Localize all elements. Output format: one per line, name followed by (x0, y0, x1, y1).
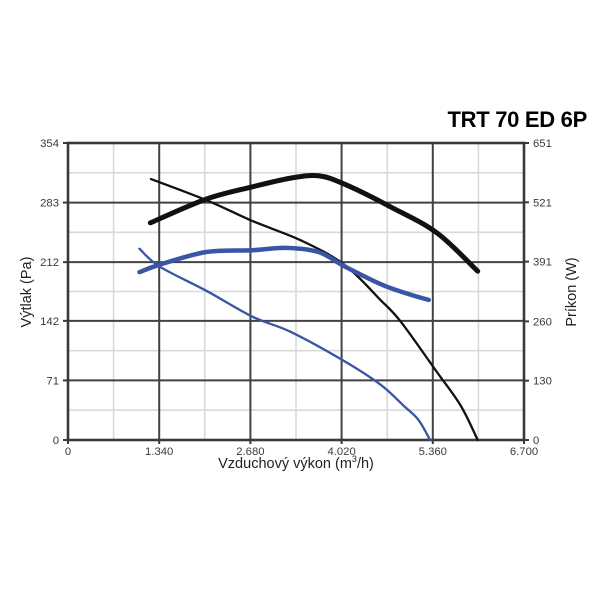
y-axis-label-right: Príkon (W) (564, 257, 580, 327)
y-left-tick-label: 283 (40, 198, 59, 210)
y-left-tick-label: 212 (40, 257, 59, 269)
x-tick-label: 4.020 (327, 446, 355, 458)
y-right-tick-label: 651 (533, 138, 552, 150)
curve-power-high-speed (147, 173, 481, 274)
y-left-tick-label: 0 (53, 435, 59, 447)
curve-power-low-speed (137, 245, 431, 303)
y-left-tick-label: 71 (46, 375, 59, 387)
x-axis-label-post: /h) (356, 456, 374, 472)
y-right-tick-label: 391 (533, 257, 552, 269)
y-right-tick-label: 521 (533, 197, 552, 209)
y-right-tick-label: 260 (533, 316, 552, 328)
y-right-tick-label: 130 (533, 376, 552, 388)
curve-pressure-high-speed (149, 177, 479, 442)
y-right-tick-label: 0 (533, 435, 539, 447)
curve-pressure-low-speed (138, 247, 432, 442)
x-axis-label-pre: Vzduchový výkon (m (218, 456, 352, 472)
chart-title: TRT 70 ED 6P (447, 107, 588, 132)
x-tick-label: 1.340 (145, 446, 173, 458)
x-tick-label: 2.680 (236, 446, 264, 458)
x-tick-label: 0 (65, 446, 71, 458)
x-axis-label: Vzduchový výkon (m3/h) (218, 454, 374, 472)
y-left-tick-label: 142 (40, 316, 59, 328)
y-axis-label-left: Výtlak (Pa) (19, 256, 35, 328)
x-axis-label-sup: 3 (351, 454, 357, 465)
plot-border (66, 141, 526, 442)
x-tick-label: 5.360 (419, 446, 447, 458)
y-left-tick-label: 354 (40, 138, 59, 150)
x-tick-label: 6.700 (510, 446, 538, 458)
